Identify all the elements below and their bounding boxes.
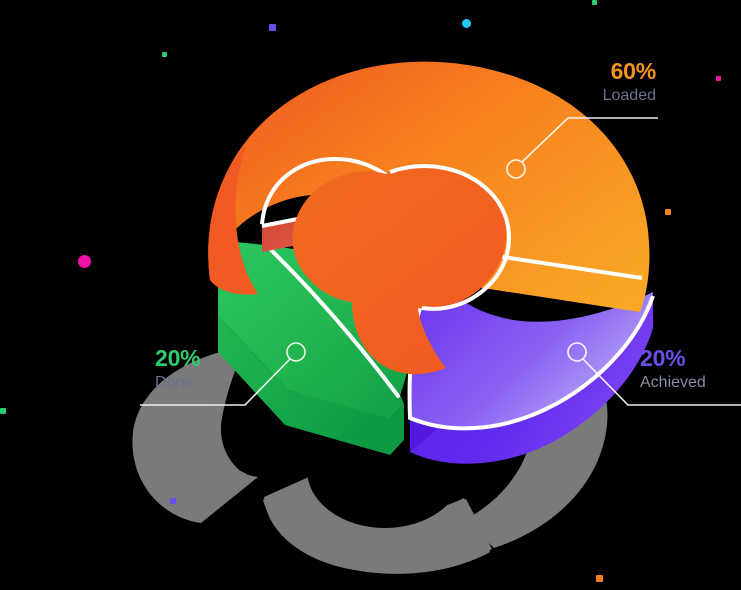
slice-done-side — [218, 316, 390, 455]
dot-magenta-left — [78, 255, 91, 268]
callout-loaded — [506, 117, 658, 179]
callout-loaded-marker — [506, 159, 526, 179]
slice-achieved-side — [410, 290, 653, 464]
callout-achieved-line — [582, 358, 741, 406]
callout-achieved-marker — [567, 342, 587, 362]
slice-achieved-top — [410, 272, 653, 429]
label-loaded: 60% Loaded — [520, 58, 657, 104]
dot-purple-top — [269, 24, 276, 31]
callout-lines — [140, 117, 741, 406]
dot-green-left — [0, 408, 6, 414]
label-loaded-caption: Loaded — [602, 87, 656, 104]
dot-green-top — [162, 52, 167, 57]
callout-done — [140, 342, 306, 406]
slice-loaded-lobe-left — [208, 144, 258, 295]
slice-done-cutface-right — [390, 404, 404, 455]
label-done-caption: Done — [155, 374, 194, 391]
callout-achieved — [567, 342, 741, 406]
callout-done-line — [140, 358, 291, 406]
label-loaded-percent: 60% — [610, 58, 657, 84]
shadow-wedge-a — [132, 345, 262, 523]
dot-purple-bottom — [170, 498, 176, 504]
label-achieved: 20% Achieved — [640, 347, 741, 391]
callout-done-marker — [286, 342, 306, 362]
donut-hole-outline — [389, 164, 511, 311]
dot-orange-bottom — [596, 575, 603, 582]
label-achieved-caption: Achieved — [640, 374, 706, 391]
label-achieved-percent: 20% — [640, 345, 686, 371]
slice-done-divider — [266, 245, 400, 398]
dot-cyan-top — [462, 19, 471, 28]
dot-orange-right — [665, 209, 671, 215]
dot-magenta-top — [716, 76, 721, 81]
donut-hole-inner-surface — [292, 165, 507, 375]
callout-loaded-line — [521, 117, 658, 163]
donut-center-hole — [292, 164, 511, 375]
label-done-percent: 20% — [155, 345, 201, 371]
dot-green-small — [592, 0, 597, 5]
label-done: 20% Done — [155, 347, 275, 391]
